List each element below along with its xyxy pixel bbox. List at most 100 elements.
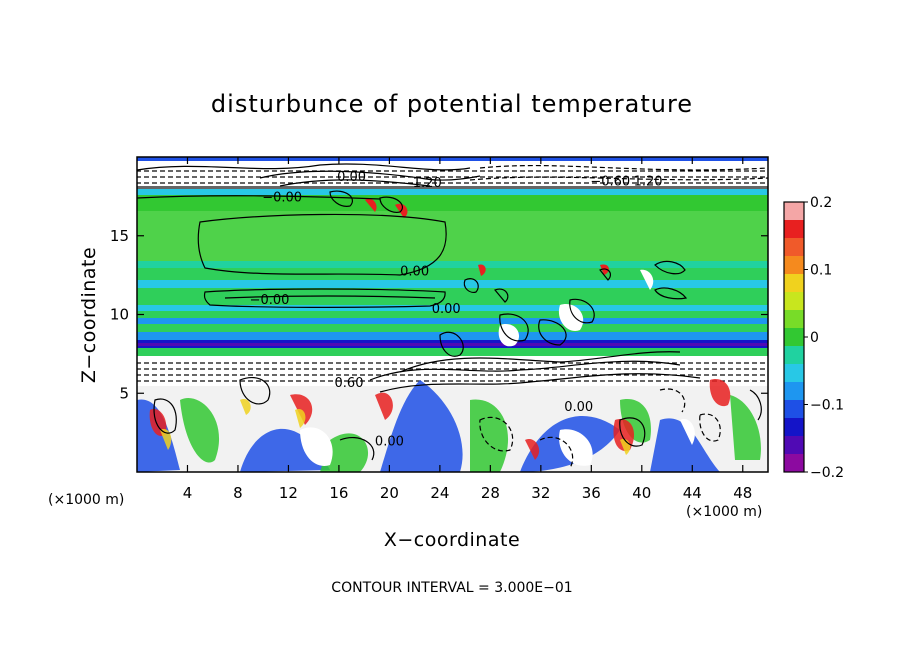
colorbar-swatch [784,436,804,455]
contour-chaotic-1 [439,331,464,357]
contour-upper-dashed [479,164,768,171]
contour-label: −0.00 [262,190,302,205]
x-tick-label: 40 [632,484,651,502]
contour-left-blob [239,377,271,405]
contour-label: 0.60 [335,376,364,391]
colorbar [784,202,804,473]
contour-chaotic-9 [379,196,403,213]
colorbar-swatch [784,328,804,347]
x-tick-label: 44 [683,484,702,502]
x-axis: 4 8 12 16 20 24 28 32 36 40 44 48 [183,157,752,502]
colorbar-swatch [784,346,804,365]
x-axis-unit-right: (×1000 m) [686,504,762,520]
colorbar-tick-label: 0 [810,330,819,346]
contour-upper-wave-3 [279,179,431,187]
y-tick-label: 15 [110,227,129,245]
band-light-green [137,211,768,261]
colorbar-swatch [784,364,804,383]
contour-right-upper-2 [654,287,688,300]
x-tick-label: 4 [183,484,193,502]
contour-right-upper [654,260,686,275]
x-tick-label: 20 [380,484,399,502]
contour-label: −0.00 [250,293,290,308]
contour-zero-upper [137,195,381,200]
y-axis-title: Z−coordinate [78,247,100,383]
x-tick-label: 24 [430,484,449,502]
turbulence-green [180,395,761,472]
colorbar-tick-label: −0.2 [810,465,844,481]
x-tick-label: 16 [329,484,348,502]
contour-upper-wave-2 [259,170,481,181]
band-cyan-3 [137,280,768,288]
contour-label: 0.00 [337,170,366,185]
x-tick-label: 32 [531,484,550,502]
y-tick-label: 10 [110,306,129,324]
band-cyan-2 [137,261,768,268]
contour-bottom-dashed-2 [539,436,574,469]
band-mid-hatching [137,358,768,384]
plot-area: 0.00 1.20 −0.60 1.20 −0.00 0.00 −0.00 0.00 0.60 0… [137,157,768,472]
x-axis-title: X−coordinate [384,529,520,551]
chart-title: disturbunce of potential temperature [211,90,693,118]
contour-label: −0.60 [590,175,630,190]
band-green-1 [137,195,768,211]
contour-bottom-dashed-3 [699,413,721,442]
contour-chaotic-2 [499,313,529,342]
contour-mid-inner [224,295,436,299]
contour-bottom-dashed-4 [659,388,686,413]
contour-bottom-solid-2 [619,417,646,447]
band-cyan-1 [137,189,768,195]
band-cyan-4 [137,305,768,311]
contour-bottom-dashed-1 [479,416,514,452]
contour-left-blob-2 [153,398,177,434]
colorbar-tick-label: 0.1 [810,263,832,279]
colorbar-swatch [784,202,804,221]
band-blue-2 [137,332,768,340]
contour-interval-note: CONTOUR INTERVAL = 3.000E−01 [331,580,572,596]
colorbar-swatch [784,454,804,473]
contour-label: 0.00 [432,302,461,317]
x-tick-label: 28 [481,484,500,502]
contour-label: 1.20 [413,176,442,191]
y-tick-label: 5 [119,384,129,402]
contour-lines [137,163,768,469]
colorbar-tick-label: −0.1 [810,398,844,414]
x-tick-label: 36 [582,484,601,502]
contour-label: 0.00 [564,400,593,415]
contour-lower-band-3 [399,351,681,373]
contour-chaotic-6 [494,288,509,303]
colorbar-swatch [784,418,804,437]
contour-labels: 0.00 1.20 −0.60 1.20 −0.00 0.00 −0.00 0.00 0.60 0… [250,170,663,450]
x-tick-label: 48 [733,484,752,502]
contour-chaotic-5 [463,278,479,293]
band-top-blue [137,157,768,161]
contour-chaotic-3 [538,319,567,346]
y-axis: 5 10 15 [110,227,768,402]
contour-upper-wave [137,163,471,171]
colorbar-swatch [784,220,804,239]
contour-upper-dashed-2 [469,176,768,181]
contour-lower-band [369,360,681,381]
x-axis-unit-left: (×1000 m) [48,492,124,508]
contour-label: 0.00 [400,264,429,279]
contour-bottom-solid-3 [749,389,762,421]
colorbar-swatch [784,256,804,275]
contour-chaotic-7 [599,268,612,281]
colorbar-tick-label: 0.2 [810,195,832,211]
contour-chaotic-8 [329,190,353,207]
band-blue-1 [137,318,768,324]
eddy-white-mid [498,269,654,347]
x-tick-label: 12 [279,484,298,502]
colorbar-labels: 0.2 0.1 0 −0.1 −0.2 [804,195,844,481]
band-upper-hatching [137,170,768,186]
colorbar-swatch [784,310,804,329]
colorbar-swatch [784,274,804,293]
colorbar-swatch [784,400,804,419]
colorbar-swatch [784,238,804,257]
x-tick-label: 8 [233,484,243,502]
contour-bottom-solid-1 [339,437,375,461]
contour-label: 1.20 [634,175,663,190]
contour-label: 0.00 [375,435,404,450]
contour-lower-band-2 [379,373,701,393]
contour-large-loop [197,213,447,276]
